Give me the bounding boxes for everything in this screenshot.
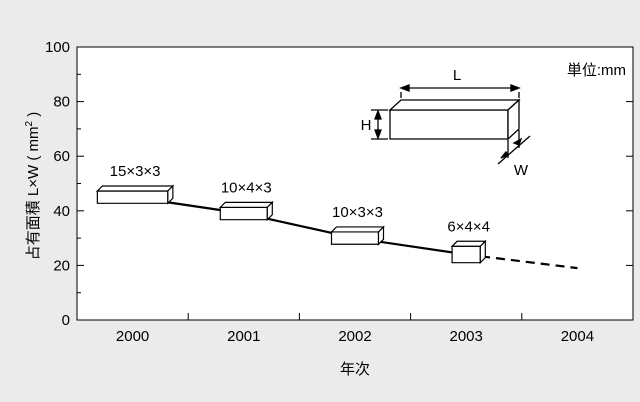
y-tick-label: 0 (62, 312, 70, 329)
y-tick-label: 60 (53, 148, 70, 165)
y-tick-label: 100 (45, 39, 70, 56)
diagram-w-label: W (514, 162, 529, 179)
chip-box-front (96, 190, 169, 204)
diagram-h-arrow-bottom (374, 129, 382, 140)
y-axis: 0 20 40 60 80 100 (45, 39, 633, 329)
diagram-w-arrow-front (500, 150, 509, 159)
x-tick-label: 2002 (338, 328, 371, 345)
chip-markers (95, 184, 487, 265)
x-tick-label: 2000 (116, 328, 149, 345)
data-label: 10×3×3 (332, 204, 383, 221)
diagram-h-arrow-top (374, 109, 382, 120)
unit-label: 単位:mm (567, 62, 626, 79)
trend-line (132, 196, 467, 256)
diagram-l-arrow-right (510, 84, 521, 92)
y-axis-label: 占有面積 L×W ( mm2 ) (24, 112, 42, 260)
chip-box-top (218, 201, 274, 208)
chip-box-side (377, 225, 385, 246)
x-axis: 2000 2001 2002 2003 2004 (116, 313, 594, 345)
chip-box-front (219, 206, 268, 221)
y-tick-label: 80 (53, 94, 70, 111)
chip-box-top (330, 226, 385, 233)
chip-box-front (330, 231, 380, 245)
chip-box (450, 239, 487, 265)
plot-area (76, 46, 634, 321)
x-axis-label: 年次 (340, 361, 370, 378)
diagram-box-front (389, 109, 509, 140)
data-label: 15×3×3 (110, 163, 161, 180)
chip-box-top (95, 185, 175, 192)
x-tick-label: 2003 (450, 328, 483, 345)
data-label: 6×4×4 (447, 218, 490, 235)
chip-box (330, 225, 385, 246)
diagram-w-arrow-back (512, 137, 523, 146)
diagram-l-arrow-left (399, 84, 410, 92)
x-tick-label: 2004 (561, 328, 594, 345)
diagram-h-label: H (361, 117, 372, 134)
chip-box-side (479, 239, 486, 265)
y-tick-label: 40 (53, 203, 70, 220)
data-label: 10×4×3 (221, 179, 272, 196)
chip-box-side (266, 200, 273, 222)
diagram-l-label: L (453, 67, 461, 84)
chip-box-side (167, 184, 174, 205)
diagram-box-side (507, 98, 520, 141)
x-tick-label: 2001 (227, 328, 260, 345)
chip-box (218, 200, 274, 222)
dimension-diagram (371, 84, 531, 165)
diagram-w-dimension (497, 135, 531, 165)
chip-box-front (451, 245, 481, 264)
chip-box (95, 184, 175, 205)
y-tick-label: 20 (53, 257, 70, 274)
data-labels: 15×3×3 10×4×3 10×3×3 6×4×4 (110, 163, 490, 235)
diagram-box-top (388, 99, 521, 111)
